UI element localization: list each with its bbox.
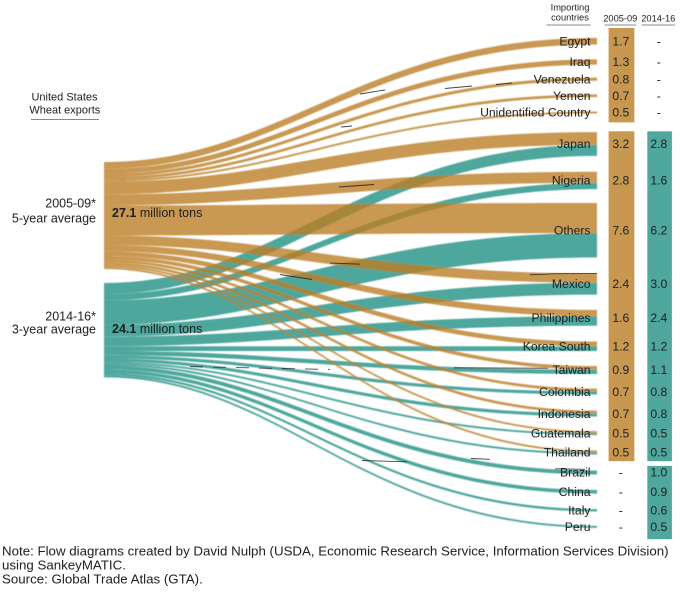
svg-text:0.5: 0.5 [612, 446, 629, 460]
svg-text:0.5: 0.5 [612, 106, 629, 120]
svg-text:-: - [657, 72, 661, 86]
svg-text:1.2: 1.2 [612, 340, 629, 354]
svg-text:Iraq: Iraq [569, 55, 590, 69]
svg-text:-: - [657, 34, 661, 48]
svg-text:-: - [657, 55, 661, 69]
svg-text:2014-16: 2014-16 [641, 14, 675, 24]
svg-text:Brazil: Brazil [560, 466, 590, 480]
svg-text:Japan: Japan [557, 137, 590, 151]
svg-text:0.7: 0.7 [612, 89, 629, 103]
svg-text:Guatemala: Guatemala [531, 426, 591, 440]
svg-text:Source: Global Trade Atlas (GT: Source: Global Trade Atlas (GTA). [2, 572, 203, 587]
svg-text:Venezuela: Venezuela [534, 72, 591, 86]
svg-text:Wheat exports: Wheat exports [29, 105, 100, 117]
svg-text:1.3: 1.3 [612, 55, 629, 69]
svg-text:Indonesia: Indonesia [538, 407, 591, 421]
svg-text:27.1 million tons: 27.1 million tons [112, 206, 202, 220]
svg-text:6.2: 6.2 [650, 224, 667, 238]
svg-text:United States: United States [31, 92, 98, 104]
svg-text:-: - [619, 485, 623, 499]
svg-text:Nigeria: Nigeria [552, 174, 591, 188]
svg-text:0.5: 0.5 [650, 520, 667, 534]
svg-text:China: China [559, 485, 591, 499]
svg-text:Egypt: Egypt [559, 34, 591, 48]
svg-text:Importing: Importing [551, 3, 590, 13]
svg-text:5-year average: 5-year average [12, 212, 96, 226]
svg-text:Taiwan: Taiwan [553, 363, 591, 377]
svg-text:0.5: 0.5 [650, 426, 667, 440]
svg-text:countries: countries [551, 13, 589, 23]
svg-text:0.7: 0.7 [612, 407, 629, 421]
svg-text:0.9: 0.9 [612, 363, 629, 377]
svg-text:Others: Others [554, 224, 591, 238]
svg-text:0.8: 0.8 [612, 72, 629, 86]
svg-text:1.6: 1.6 [650, 174, 667, 188]
svg-text:Colombia: Colombia [539, 385, 591, 399]
svg-text:1.7: 1.7 [612, 34, 629, 48]
svg-text:Thailand: Thailand [544, 446, 591, 460]
svg-text:0.5: 0.5 [612, 426, 629, 440]
svg-text:-: - [619, 504, 623, 518]
svg-text:Unidentified Country: Unidentified Country [480, 106, 591, 120]
svg-text:-: - [619, 520, 623, 534]
svg-text:0.7: 0.7 [612, 385, 629, 399]
svg-text:1.2: 1.2 [650, 340, 667, 354]
svg-text:1.6: 1.6 [612, 311, 629, 325]
svg-text:-: - [657, 89, 661, 103]
svg-text:2014-16*: 2014-16* [45, 310, 96, 324]
svg-text:2005-09*: 2005-09* [45, 197, 96, 211]
svg-text:Philippines: Philippines [532, 311, 591, 325]
svg-text:2.4: 2.4 [612, 277, 629, 291]
svg-text:2005-09: 2005-09 [603, 14, 637, 24]
svg-text:2.8: 2.8 [612, 174, 629, 188]
svg-text:using SankeyMATIC.: using SankeyMATIC. [2, 558, 126, 573]
svg-text:Mexico: Mexico [552, 277, 591, 291]
svg-text:-: - [619, 466, 623, 480]
svg-text:3.2: 3.2 [612, 137, 629, 151]
svg-text:0.8: 0.8 [650, 385, 667, 399]
svg-text:3.0: 3.0 [650, 277, 667, 291]
svg-text:-: - [657, 106, 661, 120]
svg-text:0.9: 0.9 [650, 485, 667, 499]
svg-text:2.8: 2.8 [650, 137, 667, 151]
svg-text:24.1 million tons: 24.1 million tons [112, 322, 202, 336]
svg-text:3-year average: 3-year average [12, 323, 96, 337]
svg-text:1.0: 1.0 [650, 466, 667, 480]
svg-text:2.4: 2.4 [650, 311, 667, 325]
svg-text:7.6: 7.6 [612, 224, 629, 238]
svg-text:0.6: 0.6 [650, 504, 667, 518]
svg-text:Korea South: Korea South [523, 340, 591, 354]
svg-text:Peru: Peru [565, 520, 591, 534]
svg-text:1.1: 1.1 [650, 363, 667, 377]
svg-text:Italy: Italy [568, 504, 591, 518]
svg-text:0.5: 0.5 [650, 446, 667, 460]
svg-text:Note: Flow diagrams created by: Note: Flow diagrams created by David Nul… [2, 544, 669, 559]
svg-text:0.8: 0.8 [650, 407, 667, 421]
svg-text:Yemen: Yemen [553, 89, 591, 103]
